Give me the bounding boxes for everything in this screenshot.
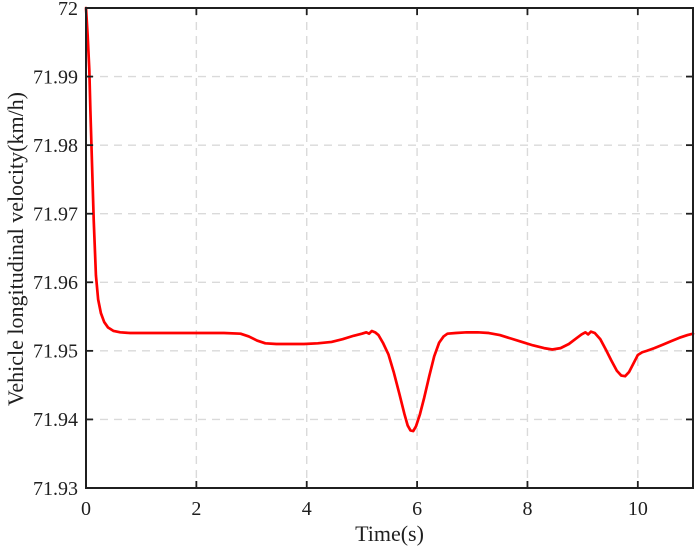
y-tick-label-71.93: 71.93 [33, 478, 78, 500]
plot-box [85, 7, 694, 489]
y-tick-label-71.97: 71.97 [33, 204, 78, 226]
x-tick-label-0: 0 [81, 498, 91, 520]
y-axis-title: Vehicle longitudinal velocity(km/h) [3, 91, 28, 407]
x-tick-label-10: 10 [628, 498, 648, 520]
y-tick-label-71.96: 71.96 [33, 272, 78, 294]
x-tick-label-6: 6 [412, 498, 422, 520]
y-tick-label-72: 72 [58, 0, 78, 20]
x-tick-label-2: 2 [191, 498, 201, 520]
x-axis-title: Time(s) [355, 521, 424, 546]
y-tick-label-71.98: 71.98 [33, 135, 78, 157]
y-tick-label-71.99: 71.99 [33, 66, 78, 88]
series-line-vehicle-longitudinal-velocity [84, 6, 695, 433]
x-tick-label-8: 8 [522, 498, 532, 520]
x-tick-label-4: 4 [302, 498, 312, 520]
y-tick-label-71.95: 71.95 [33, 341, 78, 363]
y-tick-label-71.94: 71.94 [33, 409, 78, 431]
